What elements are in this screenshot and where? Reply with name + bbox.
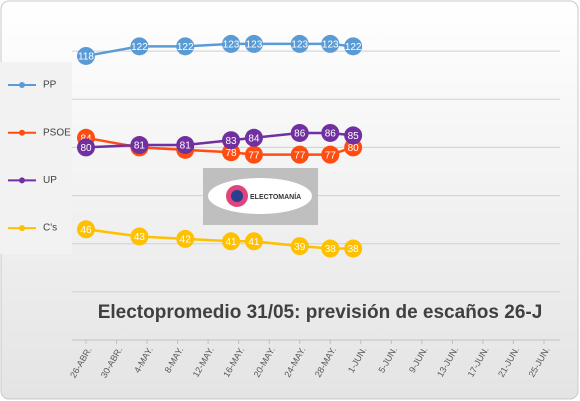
data-label: 123 [322, 40, 339, 51]
point [176, 229, 195, 248]
data-label: 41 [248, 237, 260, 248]
data-label: 78 [225, 148, 237, 159]
data-label: 123 [291, 40, 308, 51]
legend-label: UP [43, 175, 57, 186]
point [222, 131, 241, 150]
point [321, 145, 340, 164]
point [321, 34, 340, 53]
logo-text: ELECTOMANÍA [250, 192, 301, 201]
legend-marker [19, 82, 25, 88]
data-label: 77 [325, 150, 337, 161]
legend-label: PSOE [43, 127, 71, 138]
legend-marker [19, 225, 25, 232]
legend-panel [0, 62, 72, 254]
data-label: 122 [177, 42, 194, 53]
point [321, 239, 340, 258]
point [344, 37, 363, 56]
point [176, 136, 195, 155]
data-label: 81 [134, 141, 146, 152]
point [244, 128, 263, 147]
data-label: 122 [345, 42, 362, 53]
data-label: 84 [248, 133, 260, 144]
data-label: 80 [80, 143, 92, 154]
point [290, 145, 309, 164]
data-label: 80 [348, 143, 360, 154]
logo-icon-center [231, 190, 243, 202]
data-label: 123 [246, 40, 263, 51]
data-label: 81 [180, 141, 192, 152]
point [77, 138, 95, 157]
legend-marker [19, 177, 25, 184]
point [290, 34, 309, 53]
logo: ELECTOMANÍA [203, 168, 318, 225]
data-label: 39 [294, 242, 306, 253]
data-label: 85 [348, 131, 360, 142]
point [176, 37, 195, 56]
data-label: 118 [78, 52, 94, 63]
point [344, 126, 363, 145]
point [222, 232, 241, 251]
data-label: 42 [180, 235, 192, 246]
point [130, 136, 149, 155]
data-label: 41 [225, 237, 237, 248]
point [290, 123, 309, 142]
data-label: 122 [131, 42, 148, 53]
data-label: 123 [223, 40, 240, 51]
point [244, 145, 263, 164]
point [321, 123, 340, 142]
legend-marker [19, 129, 25, 136]
point [77, 46, 95, 65]
point [130, 227, 149, 246]
data-label: 77 [248, 150, 260, 161]
chart-title: Electopromedio 31/05: previsión de escañ… [98, 302, 543, 323]
data-label: 86 [325, 129, 337, 140]
point [244, 232, 263, 251]
legend-label: PP [43, 80, 57, 91]
data-label: 38 [325, 244, 337, 255]
point [244, 34, 263, 53]
data-label: 86 [294, 129, 306, 140]
point [222, 34, 241, 53]
point [77, 220, 95, 239]
point [344, 239, 363, 258]
data-label: 83 [225, 136, 237, 147]
legend-label: C's [43, 223, 57, 234]
data-label: 46 [80, 225, 92, 236]
data-label: 77 [294, 150, 306, 161]
data-label: 38 [348, 244, 360, 255]
point [130, 37, 149, 56]
data-label: 43 [134, 232, 146, 243]
point [290, 237, 309, 256]
